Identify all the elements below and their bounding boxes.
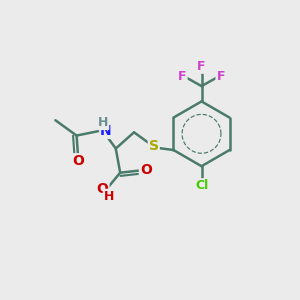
Text: F: F: [197, 60, 206, 73]
Text: O: O: [97, 182, 109, 196]
Text: O: O: [140, 163, 152, 177]
Text: F: F: [216, 70, 225, 83]
Text: H: H: [98, 116, 108, 129]
Text: S: S: [149, 140, 159, 154]
Text: H: H: [104, 190, 114, 203]
Text: O: O: [73, 154, 85, 168]
Text: Cl: Cl: [195, 179, 208, 192]
Text: N: N: [100, 124, 112, 138]
Text: F: F: [178, 70, 187, 83]
